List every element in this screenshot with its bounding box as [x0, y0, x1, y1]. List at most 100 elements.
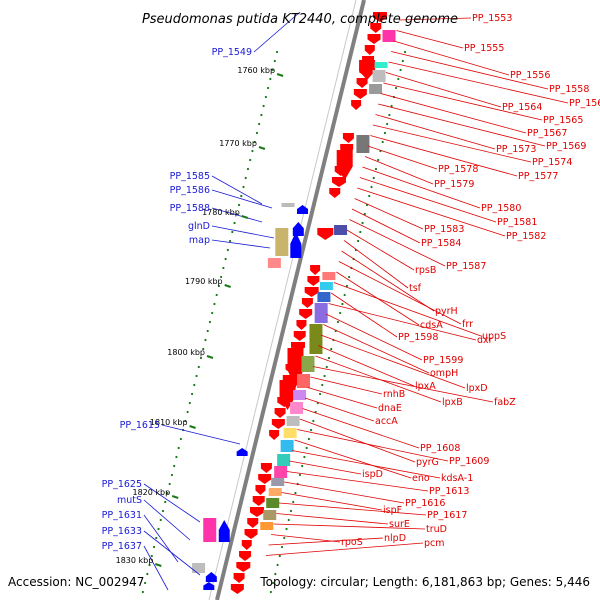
reverse-gene-arrow	[353, 89, 367, 99]
ring-dot	[301, 464, 304, 468]
left-leader-line	[143, 499, 191, 541]
right-leader-line	[372, 124, 532, 163]
reverse-gene-arrow	[301, 298, 313, 308]
ring-dot	[383, 131, 387, 135]
ring-dot	[381, 140, 384, 144]
ring-dot	[330, 347, 333, 351]
gene-box-left	[267, 258, 281, 268]
gene-box	[280, 440, 294, 452]
tick-dot	[152, 545, 156, 549]
right-leader-line	[297, 429, 449, 462]
tick-dot	[166, 491, 169, 495]
left-gene-label: PP_1549	[212, 47, 252, 58]
tick-dot	[222, 266, 225, 270]
tick-dot	[150, 554, 153, 558]
right-gene-label: PP_1617	[427, 510, 467, 521]
right-leader-line	[398, 17, 472, 21]
tick-dot	[249, 158, 252, 162]
gene-box	[290, 402, 304, 414]
gene-box	[277, 454, 291, 466]
ring-dot	[395, 86, 398, 90]
tick-mark	[154, 563, 162, 567]
reverse-gene-arrow	[364, 45, 375, 55]
right-leader-line	[271, 534, 341, 543]
right-gene-label: tsf	[409, 283, 422, 294]
ring-dot	[336, 320, 340, 324]
reverse-gene-arrow	[236, 562, 251, 572]
right-leader-line	[370, 135, 518, 177]
left-leader-line	[211, 175, 263, 205]
ring-dot	[399, 68, 402, 72]
left-gene-label: PP_1588	[170, 203, 210, 214]
forward-gene-arrow	[292, 222, 304, 236]
left-gene-label: PP_1631	[102, 510, 142, 521]
forward-gene-arrow	[203, 582, 215, 590]
right-leader-line	[310, 376, 383, 395]
forward-gene-arrow	[236, 448, 248, 456]
right-gene-label: ispF	[383, 505, 402, 516]
right-leader-line	[281, 492, 383, 511]
reverse-gene-arrow	[351, 100, 362, 110]
right-gene-label: PP_1613	[429, 486, 469, 497]
ring-dot	[278, 554, 281, 558]
right-leader-line	[294, 439, 412, 479]
right-gene-label: PP_1598	[398, 332, 438, 343]
gene-box	[293, 390, 307, 400]
ring-dot	[271, 581, 275, 585]
gene-box-left	[192, 563, 206, 573]
ring-dot	[285, 527, 288, 531]
reverse-gene-arrow	[271, 419, 285, 429]
left-leader-line	[253, 11, 301, 53]
right-leader-line	[320, 334, 466, 389]
ring-dot	[403, 50, 407, 54]
ring-dot	[377, 158, 380, 162]
tick-label: 1830 kbp	[116, 556, 154, 565]
tick-dot	[271, 68, 274, 72]
right-gene-label: fabZ	[494, 397, 516, 408]
left-leader-line	[211, 225, 275, 239]
right-gene-label: PP_1580	[481, 203, 521, 214]
tick-dot	[199, 356, 203, 360]
right-leader-line	[364, 156, 434, 185]
right-gene-label: PP_1578	[438, 164, 478, 175]
gene-box	[372, 70, 386, 82]
right-leader-line	[338, 261, 462, 325]
right-leader-line	[396, 30, 464, 49]
gene-box-left	[281, 203, 295, 207]
reverse-gene-arrow	[269, 430, 280, 440]
right-leader-line	[307, 387, 378, 409]
gene-box	[369, 84, 383, 94]
ring-dot	[368, 194, 371, 198]
ring-dot	[372, 176, 375, 180]
left-gene-label: map	[189, 235, 210, 246]
forward-gene-arrow	[205, 572, 217, 582]
right-leader-line	[325, 313, 423, 361]
reverse-gene-arrow	[310, 265, 321, 275]
ring-dot	[294, 491, 297, 495]
reverse-gene-arrow	[274, 408, 286, 418]
ring-dot	[397, 77, 400, 81]
gene-box	[314, 303, 328, 323]
right-gene-label: PP_1553	[472, 13, 512, 24]
left-gene-label: PP_1633	[102, 526, 142, 537]
tick-dot	[202, 347, 205, 351]
gene-box	[274, 466, 288, 478]
left-gene-label: PP_1625	[102, 479, 142, 490]
ring-dot	[310, 428, 313, 432]
right-leader-line	[346, 229, 415, 271]
right-gene-label: eno	[412, 473, 430, 484]
tick-dot	[267, 86, 270, 90]
tick-dot	[237, 203, 241, 207]
gene-box-left	[275, 228, 289, 256]
tick-dot	[233, 221, 236, 225]
tick-dot	[253, 140, 256, 144]
reverse-gene-arrow	[252, 496, 265, 506]
gene-box	[286, 416, 300, 426]
tick-dot	[170, 473, 174, 477]
right-leader-line	[391, 51, 549, 90]
right-gene-label: PP_1609	[449, 456, 489, 467]
gene-box	[268, 488, 282, 496]
tick-dot	[242, 185, 245, 189]
ring-dot	[359, 230, 362, 234]
